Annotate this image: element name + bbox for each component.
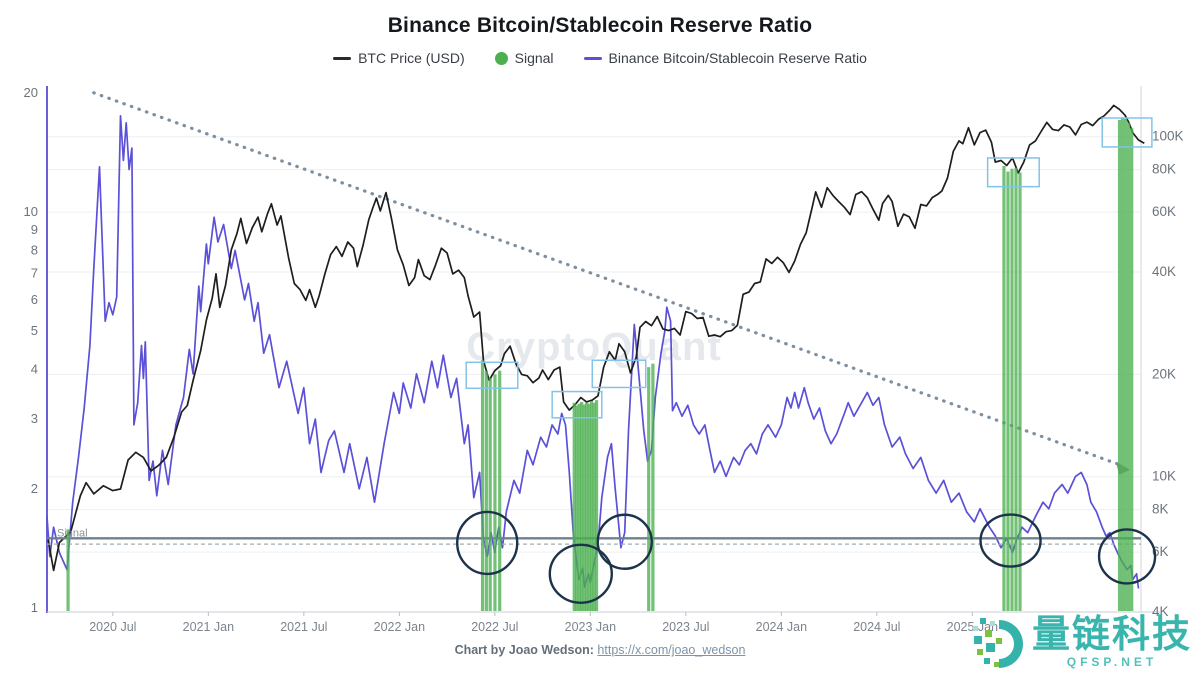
y-right-tick-label: 100K: [1152, 129, 1184, 144]
legend: BTC Price (USD) Signal Binance Bitcoin/S…: [0, 50, 1200, 66]
signal-bar: [582, 404, 586, 611]
y-left-tick-label: 10: [24, 204, 38, 219]
signal-bar: [1127, 122, 1131, 611]
highlight-box: [1101, 117, 1153, 148]
brand-logo-mark: [972, 618, 1023, 668]
signal-bar: [594, 400, 599, 611]
signal-bar: [66, 529, 70, 611]
signal-bar: [480, 360, 485, 611]
signal-bar: [1124, 118, 1128, 612]
highlight-circle: [1097, 528, 1157, 585]
chart-attribution: Chart by Joao Wedson: https://x.com/joao…: [0, 643, 1200, 657]
legend-label-signal: Signal: [514, 50, 554, 66]
signal-bar: [1006, 171, 1010, 611]
signal-bar: [1002, 166, 1006, 611]
highlight-box: [465, 361, 519, 390]
attribution-text: Chart by Joao Wedson:: [454, 643, 594, 657]
signal-bar: [1120, 117, 1125, 611]
x-tick-label: 2024 Jul: [853, 620, 900, 634]
signal-bar: [1018, 172, 1022, 612]
highlight-circle: [979, 513, 1042, 568]
y-right-tick-label: 8K: [1152, 502, 1169, 517]
btc-price-line: [47, 104, 1145, 572]
highlight-circle: [456, 510, 519, 576]
y-left-tick-label: 2: [31, 481, 38, 496]
x-tick-label: 2021 Jan: [183, 620, 234, 634]
signal-bar: [589, 400, 594, 611]
y-left-tick-label: 5: [31, 323, 38, 338]
legend-item-btc-price: BTC Price (USD): [333, 50, 465, 66]
chart-title: Binance Bitcoin/Stablecoin Reserve Ratio: [387, 14, 813, 37]
btc-line-swatch: [333, 56, 352, 60]
trendline-dotted: [92, 91, 1119, 466]
signal-bar: [572, 402, 576, 611]
y-left-tick-label: 4: [31, 362, 38, 377]
x-tick-label: 2022 Jan: [374, 620, 425, 634]
x-tick-label: 2024 Jan: [756, 620, 807, 634]
signal-bar: [1014, 167, 1018, 611]
signal-bars-group: [66, 117, 1134, 612]
signal-bar: [592, 402, 596, 611]
highlight-box: [591, 359, 647, 389]
ratio-line-swatch: [583, 56, 602, 60]
y-right-tick-label: 4K: [1152, 604, 1169, 619]
y-left-tick-label: 7: [31, 265, 38, 280]
signal-line-label: Signal: [57, 527, 88, 539]
y-left-tick-label: 8: [31, 242, 38, 257]
brand-name: 量链科技: [1031, 614, 1192, 656]
signal-bar: [488, 378, 492, 611]
highlight-circle: [596, 513, 653, 570]
legend-item-signal: Signal: [494, 50, 554, 66]
signal-bar: [1010, 168, 1014, 611]
x-tick-label: 2023 Jan: [565, 620, 616, 634]
x-tick-label: 2023 Jul: [662, 620, 709, 634]
highlight-circle: [548, 543, 613, 605]
signal-bar: [1117, 119, 1122, 611]
y-left-tick-label: 9: [31, 222, 38, 237]
signal-bar: [587, 403, 591, 611]
y-right-tick-label: 10K: [1152, 469, 1176, 484]
signal-bar: [484, 370, 488, 611]
x-tick-label: 2020 Jul: [89, 620, 136, 634]
y-right-tick-label: 60K: [1152, 204, 1176, 219]
highlight-box: [986, 157, 1040, 188]
legend-label-ratio: Binance Bitcoin/Stablecoin Reserve Ratio: [608, 50, 867, 66]
signal-bar: [1130, 128, 1134, 611]
highlight-box: [551, 390, 603, 419]
signal-bar: [651, 363, 655, 611]
signal-bar: [585, 402, 589, 611]
signal-bar: [493, 374, 497, 611]
y-left-tick-label: 20: [24, 85, 38, 100]
signal-bar: [577, 403, 581, 611]
signal-bar: [647, 367, 651, 611]
author-link[interactable]: https://x.com/joao_wedson: [597, 643, 746, 657]
y-right-tick-label: 80K: [1152, 162, 1176, 177]
y-left-tick-label: 6: [31, 292, 38, 307]
y-right-tick-label: 40K: [1152, 264, 1176, 279]
y-right-tick-label: 20K: [1152, 366, 1176, 381]
legend-label-btc: BTC Price (USD): [358, 50, 465, 66]
y-left-tick-label: 3: [31, 411, 38, 426]
signal-bar: [575, 405, 579, 611]
brand-subtitle: QFSP.NET: [1066, 655, 1158, 669]
x-tick-label: 2021 Jul: [280, 620, 327, 634]
brand-logo: 量链科技 QFSP.NET: [972, 616, 1192, 672]
legend-item-ratio: Binance Bitcoin/Stablecoin Reserve Ratio: [583, 50, 867, 66]
y-left-tick-label: 1: [31, 600, 38, 615]
signal-bar: [580, 401, 584, 611]
x-tick-label: 2022 Jul: [471, 620, 518, 634]
signal-bar: [498, 370, 502, 611]
signal-dot-swatch: [494, 51, 508, 65]
